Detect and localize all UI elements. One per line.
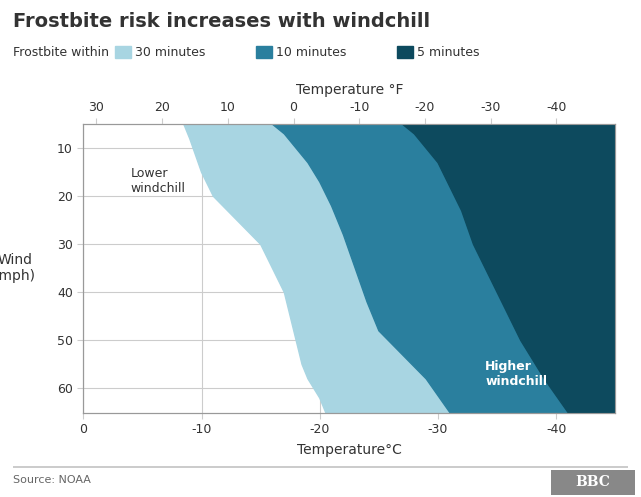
Polygon shape <box>272 124 615 413</box>
X-axis label: Temperature °F: Temperature °F <box>296 83 403 97</box>
Text: 5 minutes: 5 minutes <box>417 46 479 59</box>
Y-axis label: Wind
(mph): Wind (mph) <box>0 253 37 283</box>
Text: Higher
windchill: Higher windchill <box>485 360 547 388</box>
Text: 30 minutes: 30 minutes <box>135 46 205 59</box>
Polygon shape <box>184 124 615 413</box>
Text: Frostbite within: Frostbite within <box>13 46 109 59</box>
Text: Lower
windchill: Lower windchill <box>131 167 186 195</box>
Text: Source: NOAA: Source: NOAA <box>13 475 90 485</box>
X-axis label: Temperature°C: Temperature°C <box>297 443 402 457</box>
Polygon shape <box>403 124 615 413</box>
Text: Frostbite risk increases with windchill: Frostbite risk increases with windchill <box>13 12 430 31</box>
Text: BBC: BBC <box>576 475 610 489</box>
Text: 10 minutes: 10 minutes <box>276 46 346 59</box>
